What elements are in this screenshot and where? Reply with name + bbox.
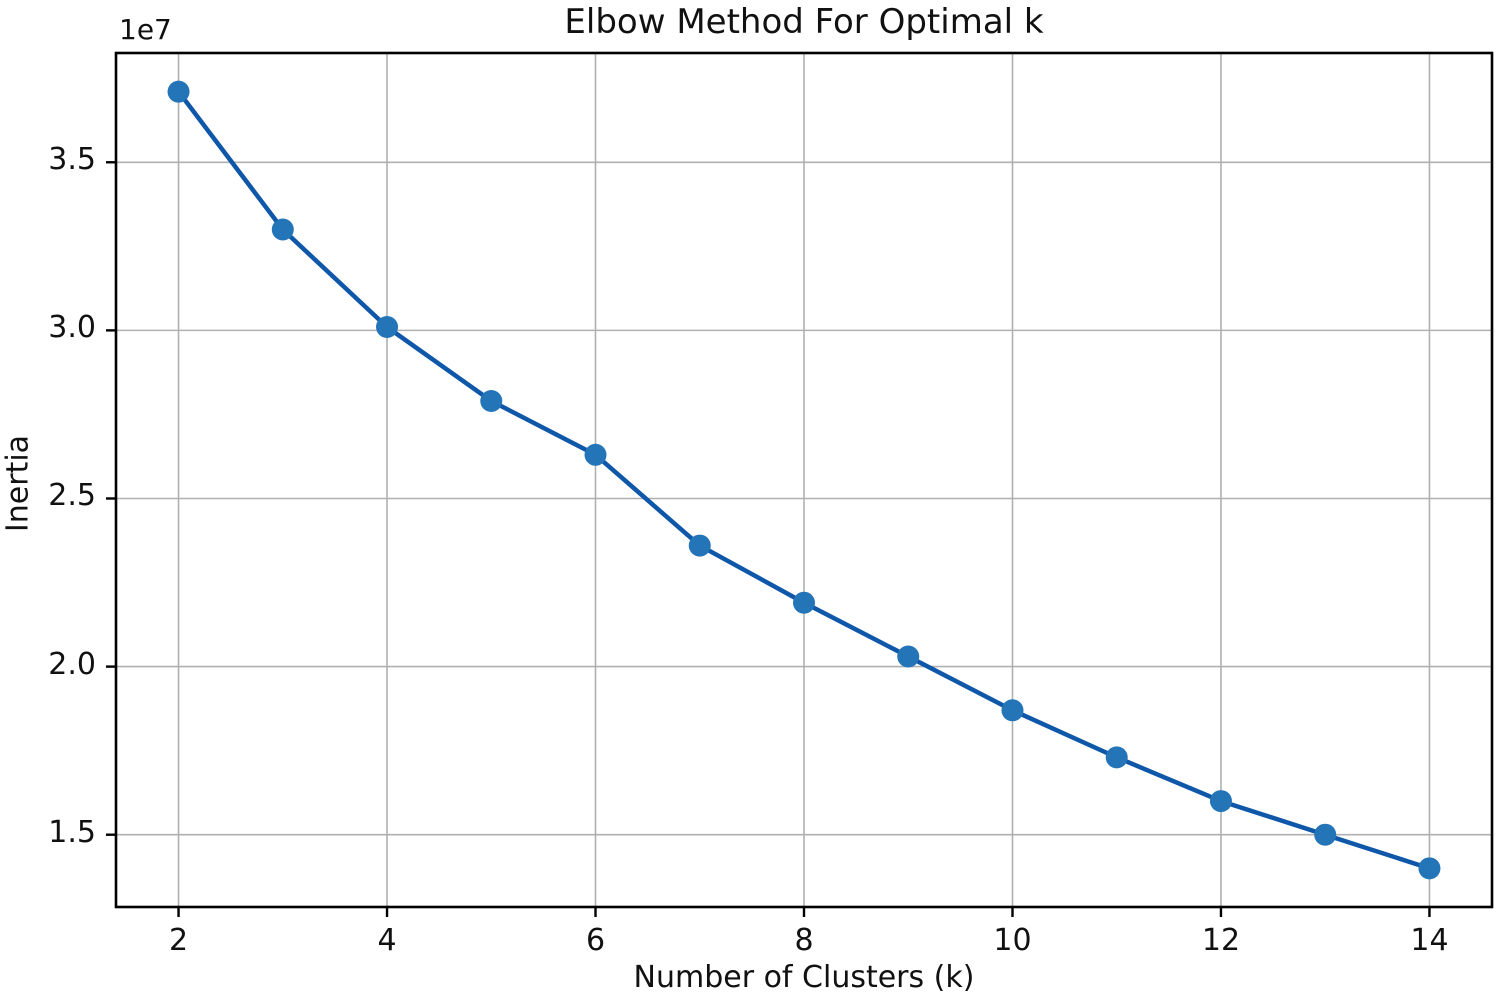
data-point-marker xyxy=(584,443,607,466)
y-tick-label: 1.5 xyxy=(48,814,96,850)
y-axis-offset-text: 1e7 xyxy=(119,13,172,46)
axes-spines xyxy=(114,51,1494,909)
data-point-marker xyxy=(793,591,815,614)
x-tick-label: 8 xyxy=(794,923,814,958)
data-point-marker xyxy=(271,218,294,241)
data-point-marker xyxy=(897,645,920,668)
data-point-marker xyxy=(1418,857,1441,880)
x-tick-label: 4 xyxy=(377,923,397,958)
y-tick-label: 2.5 xyxy=(48,478,96,514)
data-point-marker xyxy=(167,80,190,103)
data-point-marker xyxy=(1209,790,1232,813)
x-axis-label: Number of Clusters (k) xyxy=(633,960,975,995)
data-point-marker xyxy=(376,316,399,339)
x-tick-label: 14 xyxy=(1410,923,1449,958)
x-tick-label: 10 xyxy=(993,923,1032,958)
data-point-marker xyxy=(1105,746,1128,769)
data-point-marker xyxy=(1314,823,1337,846)
x-tick-label: 6 xyxy=(585,923,606,958)
x-tick-label: 12 xyxy=(1201,923,1241,958)
chart-title: Elbow Method For Optimal k xyxy=(564,2,1044,42)
data-point-marker xyxy=(480,389,503,412)
y-tick-label: 3.5 xyxy=(48,142,96,178)
y-tick-label: 3.0 xyxy=(48,310,96,346)
x-tick-label: 2 xyxy=(168,923,189,958)
data-point-marker xyxy=(1001,699,1024,722)
y-tick-label: 2.0 xyxy=(48,646,96,682)
data-point-marker xyxy=(688,534,711,557)
